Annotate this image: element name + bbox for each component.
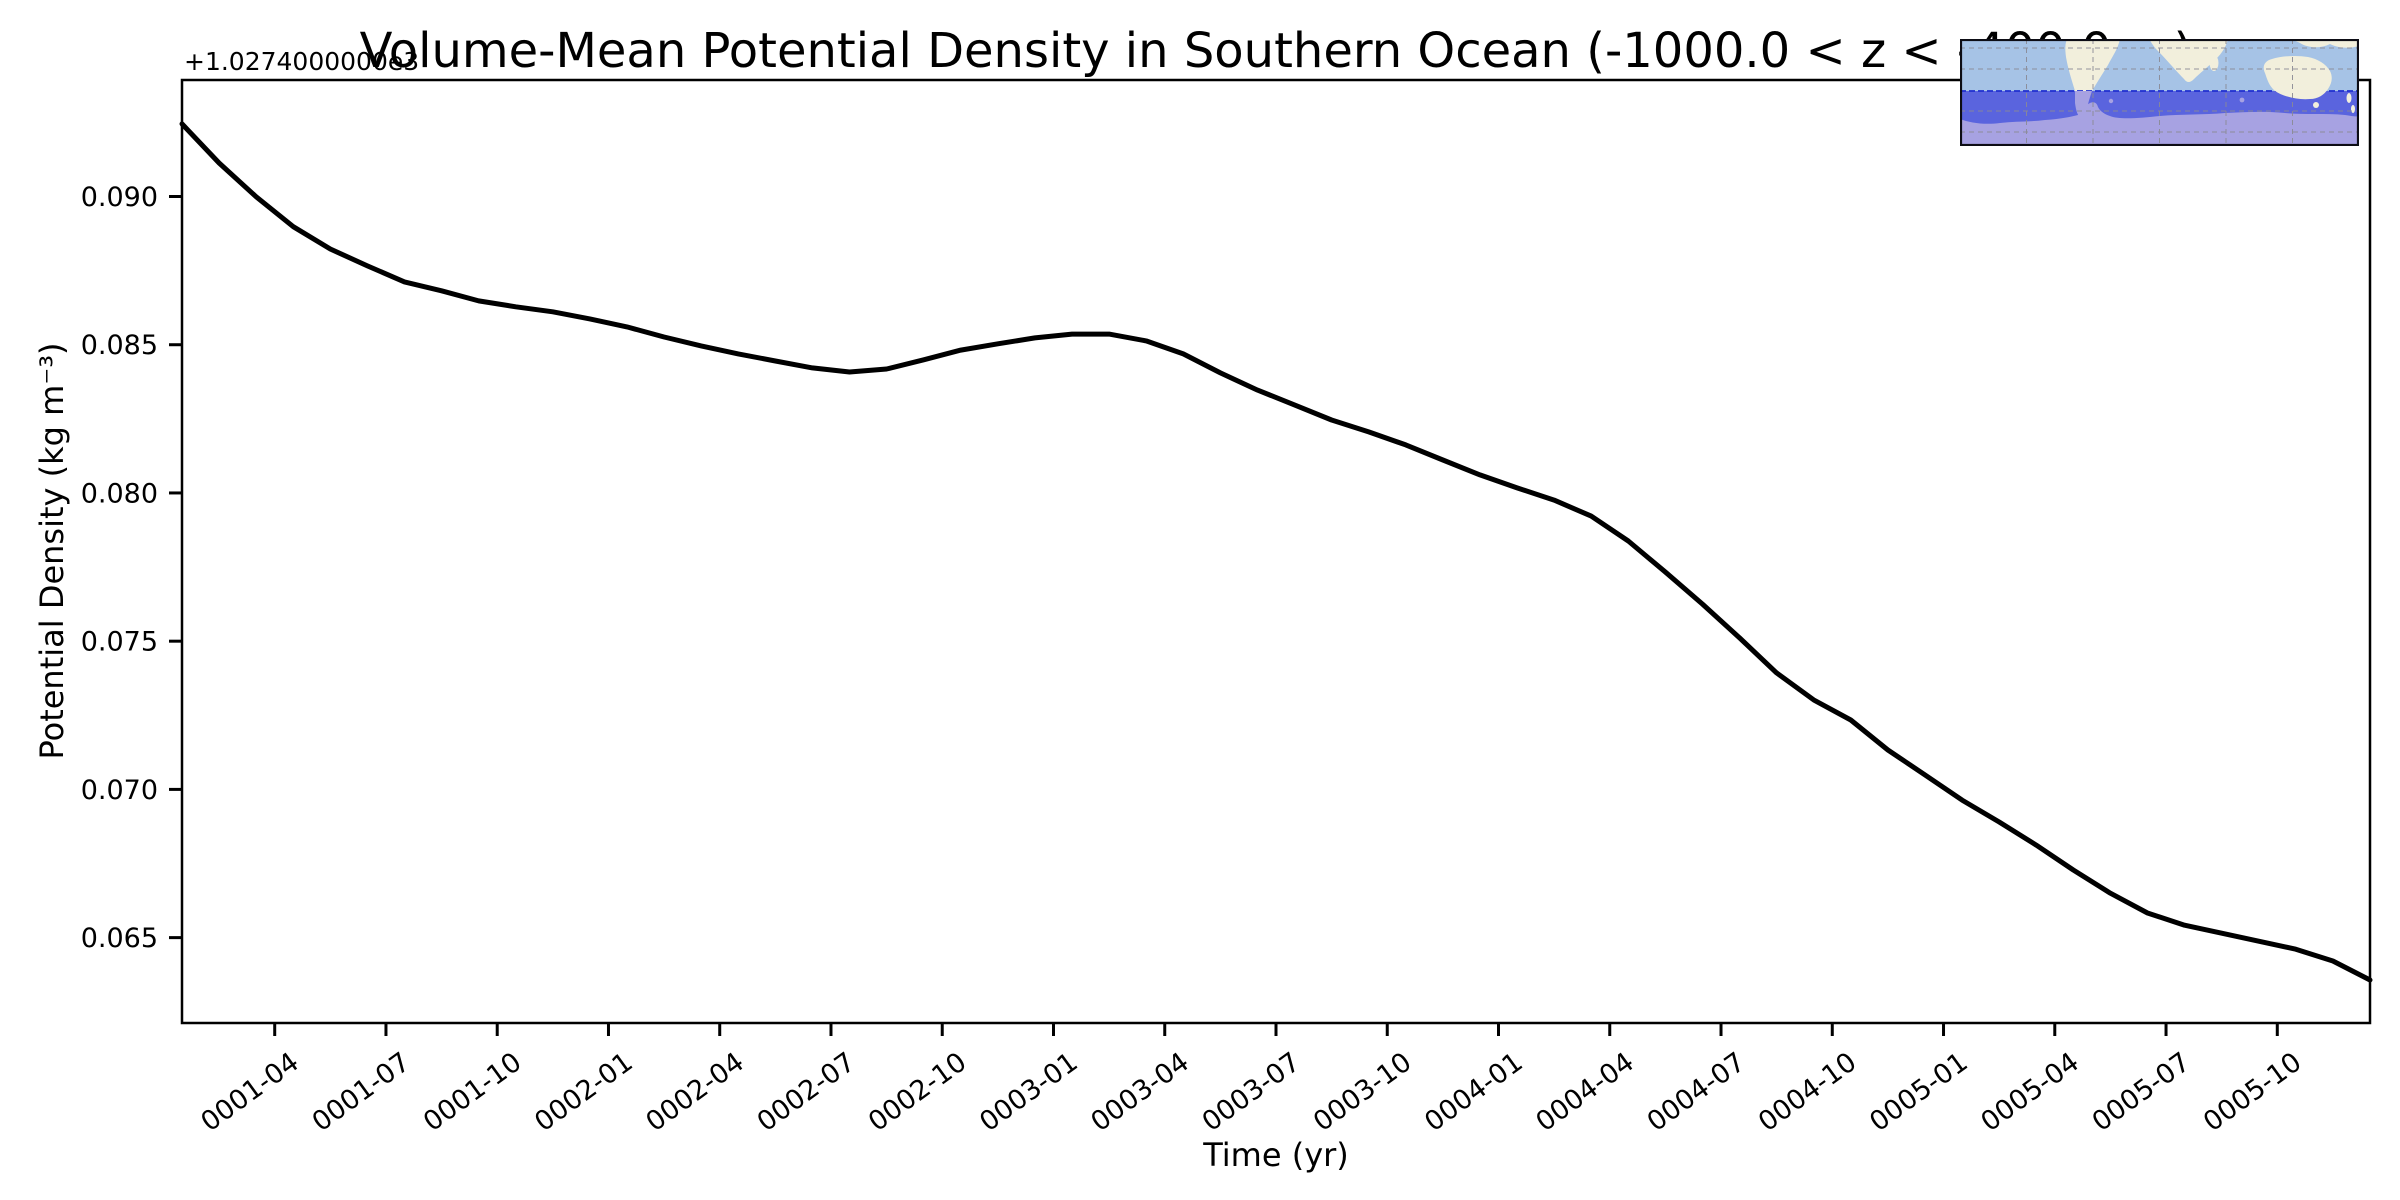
map-kerguelen-island xyxy=(2239,97,2245,103)
map-se-asia xyxy=(2290,39,2359,48)
map-new-zealand-south xyxy=(2351,105,2355,113)
map-africa xyxy=(2150,39,2228,82)
axes-spines xyxy=(180,78,2372,1025)
x-tick-label: 0005-01 xyxy=(1864,1047,1973,1138)
x-tick-label: 0005-04 xyxy=(1975,1047,2084,1138)
inset-map xyxy=(1960,39,2359,146)
map-falkland-islands xyxy=(2108,98,2114,104)
x-tick-label: 0002-01 xyxy=(529,1047,638,1138)
y-tick-label: 0.075 xyxy=(81,627,158,658)
y-tick-label: 0.085 xyxy=(81,330,158,361)
map-south-america xyxy=(2065,39,2120,91)
x-tick-label: 0001-07 xyxy=(307,1047,416,1138)
x-tick-label: 0003-10 xyxy=(1308,1047,1417,1138)
x-tick-label: 0003-07 xyxy=(1197,1047,1306,1138)
x-tick-label: 0003-04 xyxy=(1085,1047,1194,1138)
x-tick-label: 0004-04 xyxy=(1530,1047,1639,1138)
x-tick-label: 0002-07 xyxy=(752,1047,861,1138)
chart-title: Volume-Mean Potential Density in Souther… xyxy=(359,23,2193,79)
x-axis-label: Time (yr) xyxy=(1203,1136,1349,1174)
y-axis-offset-text: +1.0274000000e3 xyxy=(184,47,420,76)
y-tick-label: 0.065 xyxy=(81,923,158,954)
x-tick-label: 0005-07 xyxy=(2087,1047,2196,1138)
map-australia xyxy=(2263,55,2332,100)
map-new-zealand-north xyxy=(2346,93,2352,103)
map-tasmania xyxy=(2313,102,2319,108)
x-tick-label: 0004-10 xyxy=(1753,1047,1862,1138)
x-tick-label: 0002-10 xyxy=(863,1047,972,1138)
map-gridlines xyxy=(1960,39,2359,146)
y-tick-label: 0.080 xyxy=(81,478,158,509)
map-madagascar xyxy=(2209,55,2219,71)
x-tick-label: 0001-10 xyxy=(418,1047,527,1138)
x-tick-label: 0005-10 xyxy=(2198,1047,2307,1138)
y-tick-label: 0.090 xyxy=(81,182,158,213)
y-tick-label: 0.070 xyxy=(81,775,158,806)
x-tick-label: 0002-04 xyxy=(640,1047,749,1138)
x-tick-label: 0004-01 xyxy=(1419,1047,1528,1138)
x-tick-label: 0004-07 xyxy=(1642,1047,1751,1138)
density-series-line xyxy=(179,121,2373,983)
map-border xyxy=(1960,39,2359,146)
x-tick-label: 0001-04 xyxy=(195,1047,304,1138)
x-tick-label: 0003-01 xyxy=(974,1047,1083,1138)
